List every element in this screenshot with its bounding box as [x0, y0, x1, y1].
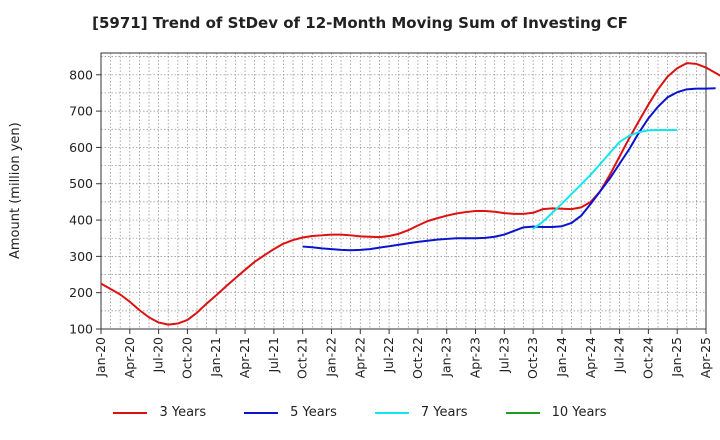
y-tick-label: 700	[69, 104, 93, 119]
x-tick-label: Oct-22	[410, 337, 425, 379]
legend-label: 10 Years	[551, 405, 607, 420]
x-tick-label: Oct-23	[525, 337, 540, 379]
y-tick-label: 100	[69, 322, 93, 337]
x-tick-label: Oct-24	[640, 337, 655, 379]
legend-swatch	[374, 411, 409, 414]
x-tick-label: Apr-22	[352, 337, 367, 378]
x-tick-label: Jan-21	[208, 337, 223, 378]
legend-item: 5 Years	[244, 405, 337, 420]
x-tick-label: Jan-23	[439, 337, 454, 378]
x-tick-label: Apr-21	[237, 337, 252, 378]
x-tick-label: Jul-21	[266, 337, 281, 374]
x-tick-label: Jan-25	[669, 337, 684, 378]
y-tick-label: 200	[69, 285, 93, 300]
x-tick-label: Apr-20	[122, 337, 137, 378]
x-tick-label: Oct-21	[295, 337, 310, 379]
series-line-3-years	[100, 62, 720, 326]
y-tick-label: 400	[69, 213, 93, 228]
series-line-7-years	[532, 128, 678, 230]
x-tick-label: Apr-25	[698, 337, 713, 378]
x-tick-label: Apr-24	[583, 337, 598, 378]
x-tick-label: Jan-22	[323, 337, 338, 378]
x-tick-label: Jan-24	[554, 337, 569, 378]
series-line-5-years	[302, 87, 716, 252]
legend: 3 Years 5 Years 7 Years 10 Years	[0, 405, 720, 420]
legend-item: 7 Years	[374, 405, 468, 420]
legend-swatch	[505, 411, 540, 414]
x-tick-label: Jan-20	[93, 337, 108, 378]
y-tick-label: 600	[69, 140, 93, 155]
x-tick-label: Oct-20	[179, 337, 194, 379]
x-tick-label: Jul-24	[612, 337, 627, 374]
y-tick-label: 300	[69, 249, 93, 264]
legend-swatch	[244, 411, 279, 414]
legend-item: 10 Years	[505, 405, 607, 420]
x-tick-label: Apr-23	[468, 337, 483, 378]
plot-frame	[100, 52, 707, 330]
x-tick-label: Jul-22	[381, 337, 396, 374]
x-tick-label: Jul-23	[496, 337, 511, 374]
legend-item: 3 Years	[113, 405, 206, 420]
y-tick-label: 800	[69, 67, 93, 82]
legend-label: 7 Years	[420, 405, 468, 420]
plot-area	[101, 53, 706, 329]
legend-swatch	[113, 411, 148, 414]
legend-label: 3 Years	[159, 405, 207, 420]
legend-label: 5 Years	[290, 405, 337, 420]
y-tick-label: 500	[69, 176, 93, 191]
chart-title: [5971] Trend of StDev of 12-Month Moving…	[92, 14, 628, 32]
x-tick-label: Jul-20	[151, 337, 166, 374]
